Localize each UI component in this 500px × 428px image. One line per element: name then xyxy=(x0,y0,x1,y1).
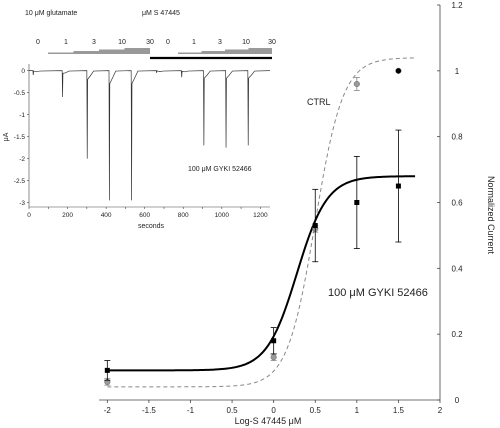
ctrl-point xyxy=(353,80,360,88)
ctrl-label: CTRL xyxy=(307,97,331,107)
drug-step-bar xyxy=(48,48,150,54)
gyki-point xyxy=(104,367,110,373)
inset-y-tick-label: -1.5 xyxy=(14,134,26,141)
gyki-point xyxy=(395,183,401,189)
inset-x-label: seconds xyxy=(138,223,165,230)
x-tick-label: -1 xyxy=(187,406,195,415)
y-tick-label: 0.6 xyxy=(451,199,463,208)
concentration-label: 0 xyxy=(36,39,40,46)
x-tick-label: 1 xyxy=(355,406,360,415)
concentration-label: 30 xyxy=(146,39,154,46)
y-tick-label: 1 xyxy=(455,67,460,76)
inset-x-tick-label: 1200 xyxy=(253,212,268,219)
inset-trace xyxy=(29,70,271,201)
ctrl-point xyxy=(395,67,402,74)
x-tick-label: -1.5 xyxy=(142,406,156,415)
x-tick-label: 0 xyxy=(271,406,276,415)
dose-response-chart: -2 -1.5 -1 0.5 0 0.5 1 1.5 2 0 0.2 0.4 0.6 0.8 1 1.2 Lo… xyxy=(99,1,496,426)
inset-annotation: 100 μM GYKI 52466 xyxy=(188,166,252,173)
gyki-point xyxy=(354,200,360,205)
x-tick-label: 0.5 xyxy=(227,406,239,415)
x-axis-label: Log-S 47445 μM xyxy=(235,416,302,426)
concentration-label: 30 xyxy=(268,39,276,46)
gyki-point xyxy=(271,338,277,344)
concentration-label: 1 xyxy=(64,39,68,46)
y-tick-label: 0.2 xyxy=(451,330,463,339)
x-tick-label: 2 xyxy=(438,406,443,415)
ctrl-point xyxy=(270,354,277,361)
gyki-label: 100 μM GYKI 52466 xyxy=(328,287,428,299)
y-tick-label: 0.8 xyxy=(451,133,463,142)
inset-y-label: μA xyxy=(3,132,10,141)
inset-axes: 0 200 400 600 800 1000 1200 0 -0.5 -1 -1.5 -2 -2.5 -3 xyxy=(14,64,270,219)
data-points xyxy=(104,67,402,386)
inset-x-tick-label: 1000 xyxy=(215,212,230,219)
concentration-label: 10 xyxy=(118,39,126,46)
concentration-label: 0 xyxy=(166,39,170,46)
gyki-point xyxy=(312,223,318,229)
y-tick-label: 0 xyxy=(455,396,460,405)
fit-curves xyxy=(107,57,416,388)
inset-trace-chart: 0 1 3 10 30 0 1 3 10 30 0 200 400 600 800 1000 1200 0 -0.… xyxy=(0,0,276,232)
inset-y-tick-label: -0.5 xyxy=(14,90,26,97)
gyki-fit-curve xyxy=(107,175,416,372)
inset-x-tick-label: 600 xyxy=(139,212,150,219)
y-axis-label: Normalized Current xyxy=(486,176,496,255)
inset-x-tick-label: 800 xyxy=(178,212,189,219)
inset-x-tick-label: 400 xyxy=(101,212,112,219)
inset-y-tick-label: -3 xyxy=(19,200,25,207)
inset-drug-label: μM S 47445 xyxy=(142,10,180,17)
y-tick-label: 1.2 xyxy=(451,1,463,10)
inset-y-tick-label: -1 xyxy=(19,112,25,119)
concentration-label: 3 xyxy=(218,39,222,46)
inset-y-tick-label: -2 xyxy=(19,156,25,163)
x-tick-label: 1.5 xyxy=(393,406,405,415)
concentration-label: 10 xyxy=(242,39,250,46)
inset-background xyxy=(0,0,275,232)
inset-y-tick-label: -2.5 xyxy=(14,178,26,185)
main-axes: -2 -1.5 -1 0.5 0 0.5 1 1.5 2 0 0.2 0.4 0.6 0.8 1 1.2 xyxy=(99,1,463,415)
x-tick-label: 0.5 xyxy=(310,406,322,415)
current-trace xyxy=(29,70,271,201)
x-tick-label: -2 xyxy=(104,406,112,415)
ctrl-fit-curve xyxy=(107,57,416,388)
y-tick-label: 0.4 xyxy=(451,264,463,273)
concentration-label: 1 xyxy=(192,39,196,46)
concentration-label: 3 xyxy=(92,39,96,46)
inset-x-tick-label: 0 xyxy=(27,212,31,219)
inset-x-tick-label: 200 xyxy=(62,212,73,219)
inset-y-tick-label: 0 xyxy=(21,68,25,75)
drug-step-bar xyxy=(178,48,272,54)
inset-glutamate-label: 10 μM glutamate xyxy=(25,10,77,17)
inset-protocol-bars: 0 1 3 10 30 0 1 3 10 30 xyxy=(36,39,276,60)
